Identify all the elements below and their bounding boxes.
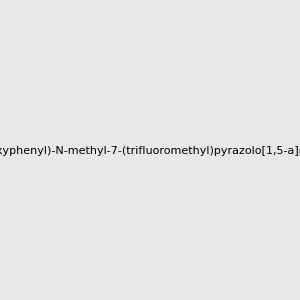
Text: N-benzyl-5-(3,4-dimethoxyphenyl)-N-methyl-7-(trifluoromethyl)pyrazolo[1,5-a]pyri: N-benzyl-5-(3,4-dimethoxyphenyl)-N-methy… bbox=[0, 146, 300, 157]
